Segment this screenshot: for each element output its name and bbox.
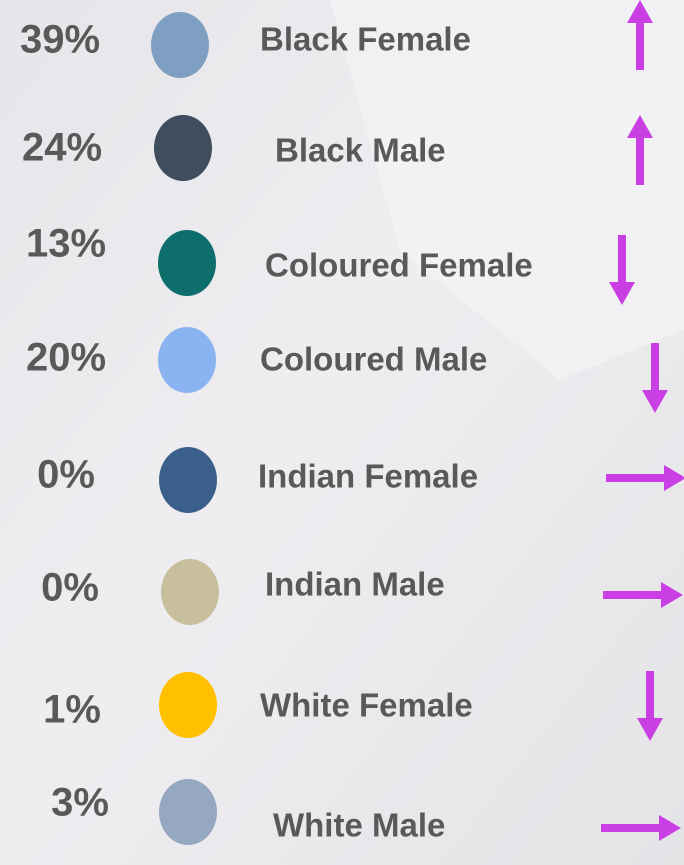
trend-arrow [603,582,683,608]
background-shape [330,0,684,380]
trend-arrow [627,0,653,70]
category-label: Black Male [275,132,446,169]
category-label: White Male [273,807,445,844]
trend-arrow [609,235,635,305]
category-label: Indian Female [258,458,478,495]
percent: 39% [20,18,100,62]
trend-arrow [606,465,684,491]
category-label: Coloured Male [260,341,487,378]
category-label: Indian Male [265,566,445,603]
legend-dot [159,447,217,513]
trend-arrow [601,815,681,841]
trend-arrow [642,343,668,413]
rows: 39% Black Female 24% Black Male 13% Coloured … [20,0,684,845]
percent: 20% [26,336,106,380]
legend-dot [159,672,217,738]
legend-dot [159,779,217,845]
percent: 24% [22,126,102,170]
percent: 0% [41,566,99,610]
category-label: White Female [260,687,473,724]
percent: 3% [51,781,109,825]
percent: 13% [26,222,106,266]
percent: 1% [43,688,101,732]
legend-dot [161,559,219,625]
legend-dot [154,115,212,181]
trend-arrow [637,671,663,741]
percent: 0% [37,453,95,497]
category-label: Coloured Female [265,247,533,284]
legend-dot [158,230,216,296]
legend-dot [151,12,209,78]
category-label: Black Female [260,21,471,58]
trend-arrow [627,115,653,185]
legend-dot [158,327,216,393]
